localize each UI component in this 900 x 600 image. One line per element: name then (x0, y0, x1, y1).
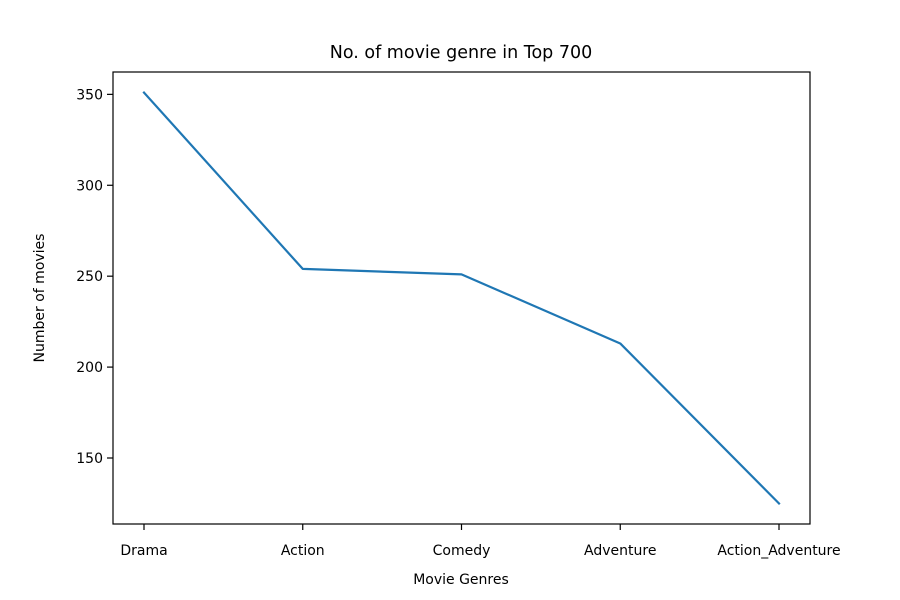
x-axis-ticks: Drama Action Comedy Adventure Action_Adventu… (120, 524, 841, 559)
x-axis-label: Movie Genres (413, 572, 509, 588)
x-tick-label: Adventure (584, 543, 656, 559)
y-tick-label: 200 (76, 360, 103, 376)
x-tick-label: Drama (120, 543, 167, 559)
y-tick-label: 150 (76, 451, 103, 467)
data-line-series (142, 90, 781, 506)
x-tick-label: Action (281, 543, 325, 559)
y-axis-ticks: 150 200 250 300 350 (76, 87, 113, 467)
x-tick-label: Comedy (433, 543, 491, 559)
y-tick-label: 300 (76, 178, 103, 194)
x-tick-label: Action_Adventure (717, 543, 840, 559)
y-tick-label: 350 (76, 87, 103, 103)
y-tick-label: 250 (76, 269, 103, 285)
plot-area-frame (112, 71, 811, 525)
chart-title: No. of movie genre in Top 700 (330, 43, 592, 63)
y-axis-label: Number of movies (32, 234, 48, 363)
